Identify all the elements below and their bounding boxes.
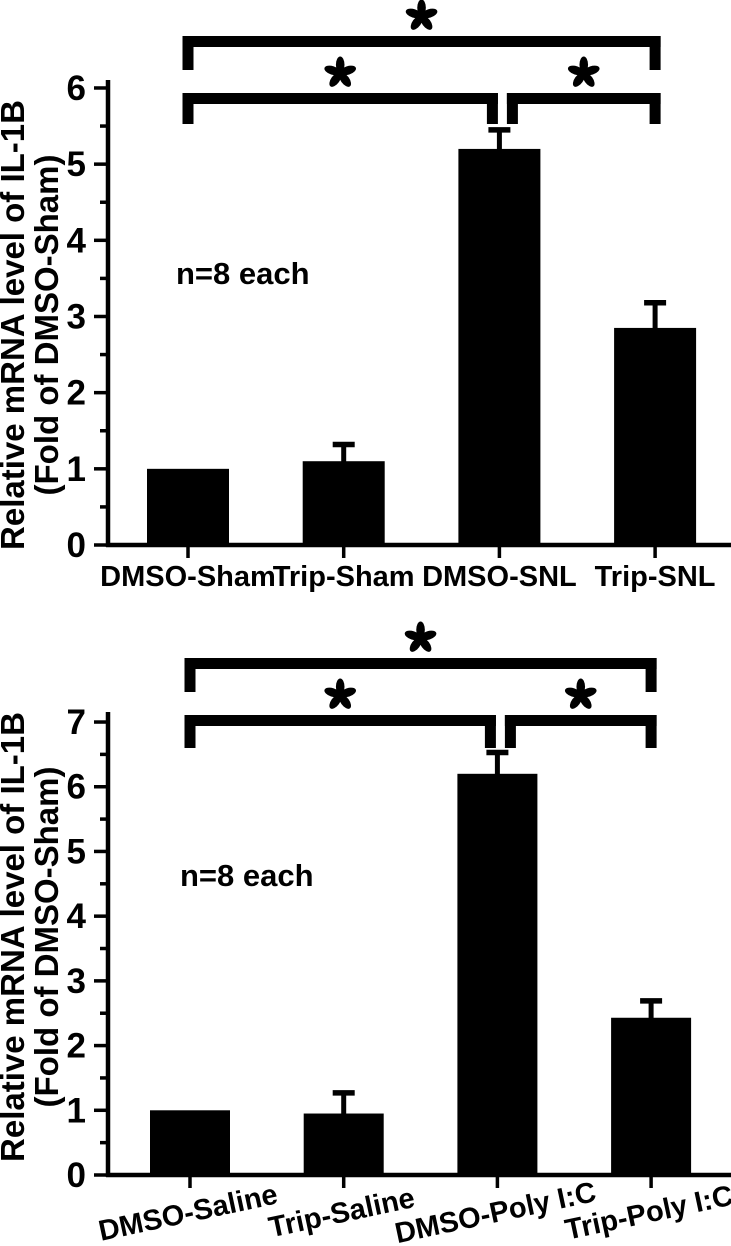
asterisk-petal (572, 72, 585, 87)
x-category-label: DMSO-SNL (422, 561, 577, 593)
bracket-bar (504, 715, 657, 726)
x-category-label: DMSO-Saline (96, 1179, 281, 1246)
x-category-label: Trip-SNL (595, 561, 716, 593)
bracket-bar (506, 93, 661, 104)
asterisk-petal (404, 630, 421, 641)
asterisk-petal (410, 15, 423, 30)
y-tick-label: 1 (67, 1091, 86, 1130)
asterisk-petal (569, 694, 582, 709)
significance-asterisk-icon (324, 56, 357, 87)
asterisk-petal (339, 694, 352, 709)
y-tick-label: 6 (67, 768, 86, 807)
bracket-bar (184, 658, 657, 669)
sample-size-annotation: n=8 each (180, 858, 314, 893)
asterisk-petal (564, 687, 581, 698)
y-tick-label: 7 (67, 703, 86, 742)
significance-bracket-DMSO-Saline-vs-Trip-Poly I:C (184, 658, 657, 692)
significance-bracket-DMSO-SNL-vs-Trip-SNL (506, 93, 661, 124)
asterisk-petal (580, 687, 597, 698)
bar-chart-bottom-polyic: 01234567DMSO-SalineTrip-SalineDMSO-Poly … (0, 621, 731, 1246)
asterisk-petal (324, 687, 341, 698)
asterisk-petal (339, 65, 357, 76)
x-category-label: Trip-Sham (273, 561, 415, 593)
x-category-label: DMSO-Sham (100, 561, 276, 593)
asterisk-petal (582, 72, 595, 87)
y-tick-label: 3 (67, 962, 86, 1001)
asterisk-petal (329, 694, 342, 709)
bracket-right-leg (486, 93, 498, 124)
bar-Trip-SNL (614, 327, 697, 545)
y-tick-label: 2 (67, 1027, 86, 1066)
y-tick-label: 4 (67, 897, 87, 936)
bar-DMSO-Saline (150, 1110, 230, 1175)
asterisk-petal (579, 694, 592, 709)
y-tick-label: 0 (67, 526, 86, 565)
significance-asterisk-icon (567, 56, 600, 87)
sample-size-annotation: n=8 each (176, 256, 310, 291)
asterisk-petal (583, 65, 600, 76)
bar-DMSO-SNL (458, 148, 541, 545)
bracket-right-leg (645, 658, 657, 692)
asterisk-petal (409, 637, 422, 652)
asterisk-petal (420, 630, 437, 641)
y-tick-label: 4 (67, 221, 87, 260)
y-axis-title-line2: (Fold of DMSO-Sham) (28, 155, 65, 496)
asterisk-petal (339, 687, 357, 698)
bar-Trip-Saline (303, 1113, 384, 1175)
bar-DMSO-Sham (147, 468, 229, 545)
bracket-left-leg (184, 658, 196, 692)
asterisk-petal (324, 65, 341, 76)
bracket-right-leg (649, 36, 661, 70)
y-tick-label: 2 (67, 374, 86, 413)
y-axis-title-line1: Relative mRNA level of IL-1B (0, 712, 31, 1162)
significance-bracket-DMSO-Saline-vs-DMSO-Poly I:C (184, 715, 496, 748)
asterisk-petal (567, 65, 584, 76)
y-tick-label: 5 (67, 145, 86, 184)
y-tick-label: 0 (67, 1156, 86, 1195)
bracket-bar (182, 93, 498, 104)
asterisk-petal (405, 8, 422, 19)
asterisk-petal (329, 72, 342, 87)
asterisk-petal (419, 637, 432, 652)
asterisk-petal (420, 15, 433, 30)
asterisk-petal (421, 8, 438, 19)
bracket-bar (182, 36, 661, 47)
significance-asterisk-icon (405, 0, 438, 30)
bar-DMSO-Poly I:C (457, 773, 538, 1175)
significance-asterisk-icon (404, 621, 437, 652)
asterisk-petal (339, 72, 352, 87)
y-tick-label: 6 (67, 69, 86, 108)
significance-asterisk-icon (324, 678, 357, 709)
bracket-left-leg (506, 93, 518, 124)
significance-asterisk-icon (564, 678, 597, 709)
bracket-right-leg (484, 715, 496, 748)
y-axis-title-line1: Relative mRNA level of IL-1B (0, 100, 31, 550)
significance-bracket-DMSO-Sham-vs-Trip-SNL (182, 36, 661, 70)
bar-Trip-Sham (302, 461, 385, 545)
bracket-right-leg (649, 93, 661, 124)
bracket-bar (184, 715, 496, 726)
bracket-left-leg (182, 93, 194, 124)
bracket-left-leg (504, 715, 516, 748)
y-tick-label: 3 (67, 297, 86, 336)
bracket-left-leg (184, 715, 196, 748)
bracket-left-leg (182, 36, 194, 70)
bar-Trip-Poly I:C (611, 1017, 692, 1175)
significance-bracket-DMSO-Sham-vs-DMSO-SNL (182, 93, 498, 124)
y-tick-label: 5 (67, 832, 86, 871)
y-axis-title-line2: (Fold of DMSO-Sham) (28, 767, 65, 1108)
y-tick-label: 1 (67, 450, 86, 489)
bracket-right-leg (645, 715, 657, 748)
significance-bracket-DMSO-Poly I:C-vs-Trip-Poly I:C (504, 715, 657, 748)
